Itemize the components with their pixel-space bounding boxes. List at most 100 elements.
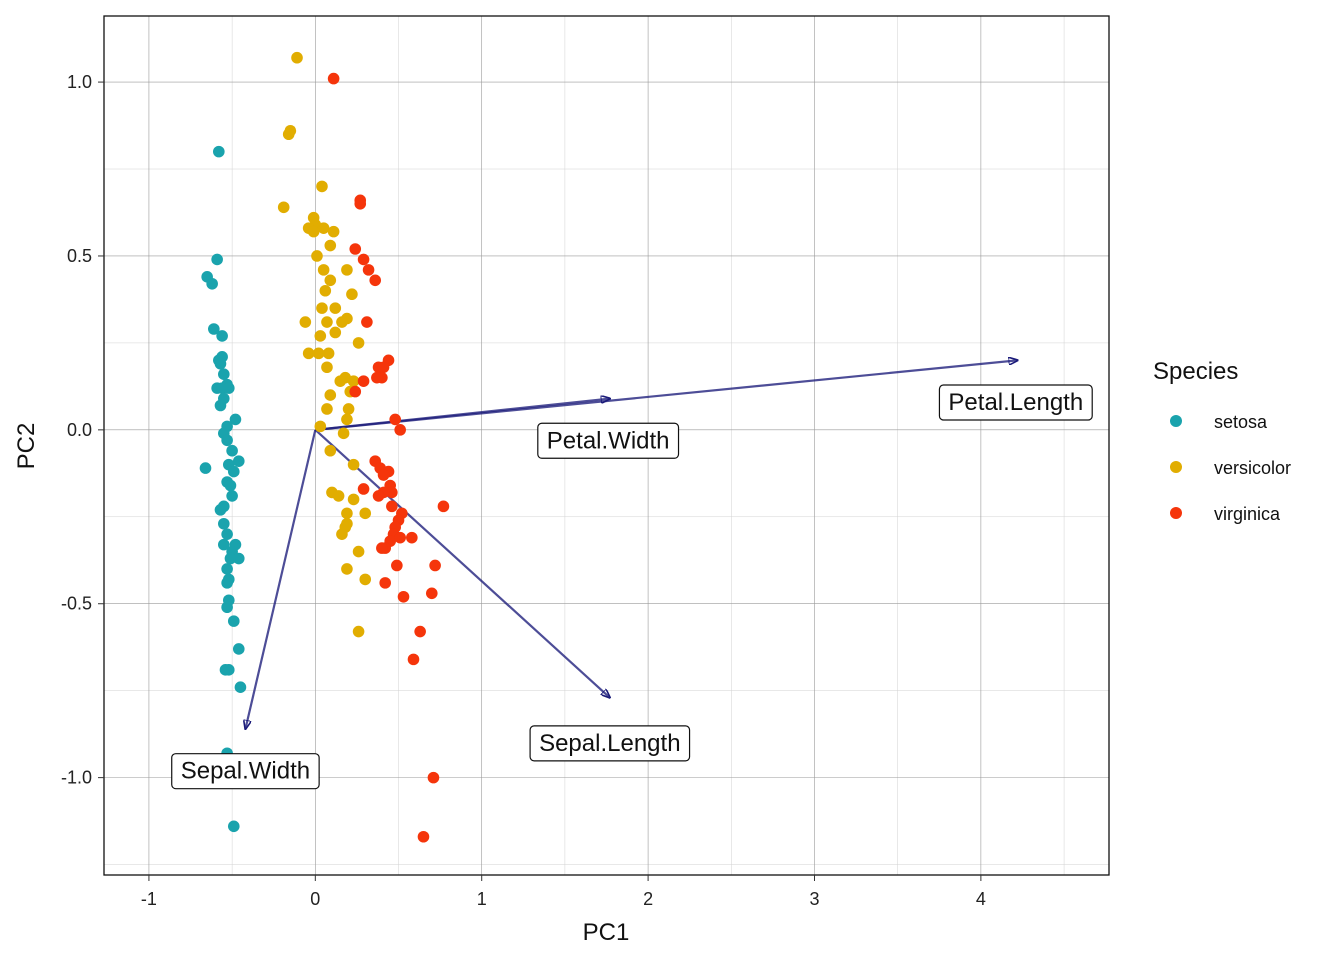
point-setosa [218,368,230,381]
x-tick-label: 3 [809,889,819,909]
legend-label-setosa: setosa [1214,412,1268,432]
point-virginica [357,375,370,387]
point-virginica [361,316,373,328]
point-setosa [224,479,237,492]
point-versicolor [347,493,360,506]
point-setosa [234,681,247,694]
point-virginica [394,531,406,544]
legend-key-versicolor [1170,461,1182,473]
legend-key-setosa [1170,415,1182,427]
loading-label: Sepal.Width [171,753,320,790]
legend-label-versicolor: versicolor [1214,458,1291,478]
point-versicolor [324,274,337,287]
point-setosa [206,277,218,290]
point-setosa [216,330,228,342]
point-virginica [354,197,367,210]
y-tick-label: -1.0 [61,768,92,788]
point-versicolor [347,458,360,471]
point-setosa [221,563,233,575]
point-versicolor [317,222,330,234]
x-tick-label: 1 [477,889,487,909]
point-versicolor [359,507,372,520]
plot-panel-border [103,15,1110,876]
x-tick-label: 0 [310,889,320,909]
x-axis-title: PC1 [583,919,630,946]
loading-arrow [314,429,610,698]
point-versicolor [341,413,353,426]
y-tick-label: -0.5 [61,594,92,614]
point-versicolor [314,420,327,433]
point-setosa [211,253,223,266]
point-versicolor [332,490,345,502]
point-setosa [221,434,233,447]
point-versicolor [337,427,350,440]
point-versicolor [342,403,355,415]
y-tick-label: 0.5 [67,246,92,266]
point-virginica [397,590,410,603]
loading-arrows [245,360,1017,729]
loading-label-text: Sepal.Width [181,758,310,785]
point-virginica [389,413,401,426]
point-setosa [218,517,230,530]
legend: Species setosa versicolor virginica [1153,358,1291,524]
point-virginica [357,483,370,495]
point-setosa [227,465,240,478]
point-versicolor [282,128,295,141]
point-versicolor [302,347,315,360]
point-versicolor [352,625,365,638]
loading-arrow [245,429,317,729]
x-axis-ticks: -1 0 1 2 3 4 [141,875,986,909]
point-versicolor [359,573,372,586]
y-tick-label: 1.0 [67,72,92,92]
point-versicolor [352,337,365,349]
point-setosa [221,528,233,540]
point-virginica [349,385,362,398]
point-virginica [349,243,362,255]
point-versicolor [316,180,328,193]
point-virginica [357,253,370,266]
point-virginica [414,625,426,638]
point-versicolor [324,239,337,252]
legend-key-virginica [1170,507,1182,519]
point-versicolor [277,201,290,214]
x-tick-label: -1 [141,889,157,909]
point-versicolor [321,316,333,328]
loading-label-text: Sepal.Length [539,730,680,757]
point-virginica [377,361,390,374]
loading-label-box [537,422,680,459]
x-tick-label: 4 [976,889,986,909]
point-virginica [376,542,388,554]
point-versicolor [341,563,353,575]
point-setosa [226,444,238,457]
point-setosa [222,382,235,394]
y-axis-ticks: -1.0 -0.5 0.0 0.5 1.0 [61,72,104,788]
point-versicolor [291,51,303,64]
legend-title: Species [1153,358,1238,385]
point-setosa [213,145,225,158]
point-setosa [214,504,227,516]
point-setosa [222,664,235,676]
loading-label: Sepal.Length [529,725,691,762]
loading-label-box [171,753,320,790]
point-setosa [208,323,220,335]
loading-labels: Petal.Length Petal.Width Sepal.Length Sepal… [171,384,1093,790]
y-tick-label: 0.0 [67,420,92,440]
point-virginica [379,577,392,589]
y-axis-title: PC2 [13,423,40,470]
point-versicolor [311,250,323,262]
point-versicolor [316,302,328,314]
point-versicolor [334,375,347,387]
point-virginica [386,500,398,513]
point-setosa [214,357,227,370]
point-versicolor [299,316,312,328]
point-versicolor [346,288,358,301]
point-setosa [221,601,233,614]
grid-minor [104,16,1109,875]
point-setosa [218,538,230,551]
x-tick-label: 2 [643,889,653,909]
point-virginica [417,830,430,843]
point-versicolor [352,545,365,558]
data-points [199,51,450,843]
